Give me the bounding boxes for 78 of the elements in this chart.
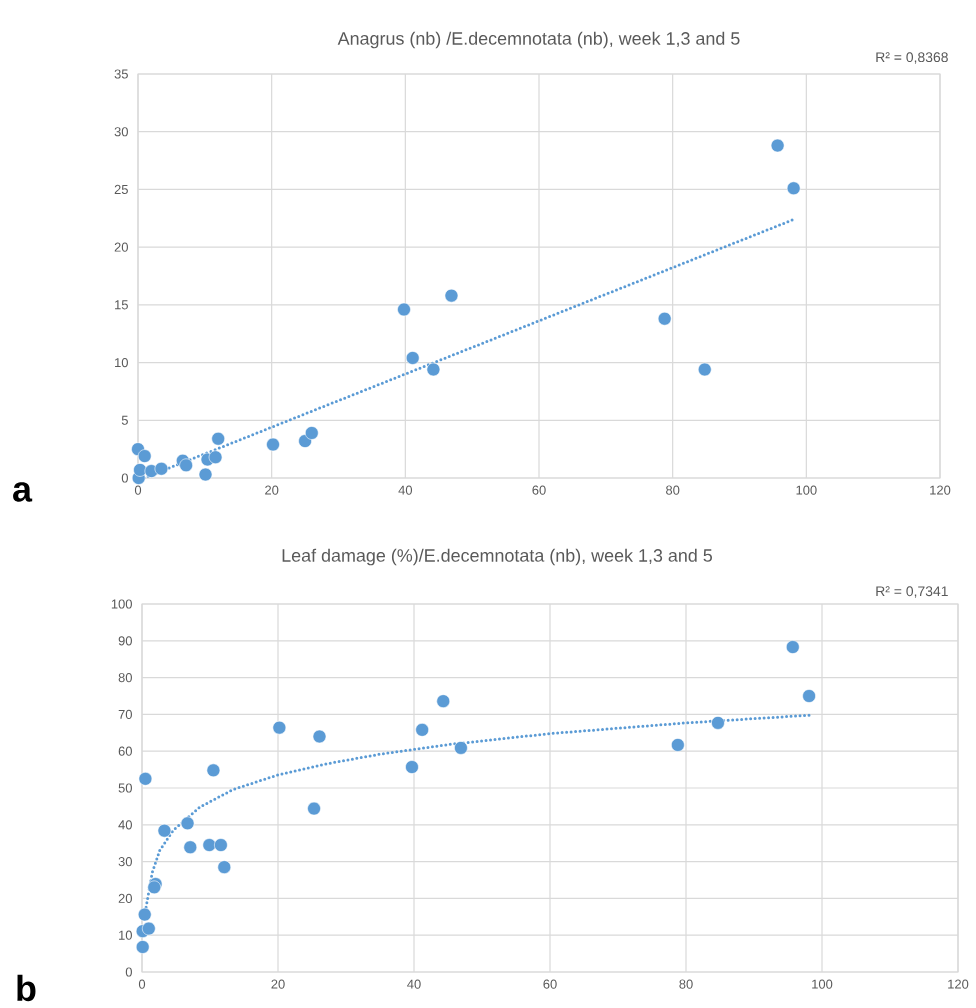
point [785,640,800,654]
point [405,351,420,365]
point [272,720,287,735]
point [436,694,451,708]
y-tick-label: 60 [118,746,132,756]
text: R² = 0,8368 [876,52,948,64]
point [711,716,725,730]
point [312,729,327,744]
point [397,302,411,317]
y-tick-label: 0 [125,967,132,977]
point [137,449,152,463]
x-tick-label: 120 [948,979,969,989]
point [657,311,672,326]
text: a [13,482,33,502]
y-tick-label: 20 [118,893,132,903]
x-tick-label: 60 [532,485,546,495]
point [671,738,685,752]
x-tick-label: 100 [812,979,833,989]
y-tick-label: 10 [119,930,132,940]
text: b [17,974,36,1002]
y-tick-label: 15 [115,300,128,310]
point [405,760,419,774]
y-tick-label: 40 [118,820,132,830]
point [211,431,225,446]
point [137,907,152,922]
point [147,880,162,895]
x-tick-label: 60 [543,979,557,989]
point [179,458,193,473]
y-tick-label: 90 [118,636,132,646]
chart-title: Anagrus (nb) /E.decemnotata (nb), week 1,3 and 5 [337,31,740,49]
point [770,138,785,153]
y-tick-label: 25 [114,184,128,195]
y-tick-label: 35 [114,69,128,79]
point [142,921,156,936]
point [786,181,801,196]
x-tick-label: 100 [796,485,817,495]
point [157,823,172,838]
point [444,288,459,303]
y-tick-label: 70 [118,709,132,719]
point [307,801,321,816]
point [154,461,169,476]
point [217,860,232,874]
point [206,763,221,778]
y-tick-label: 50 [118,783,132,793]
y-tick-label: 30 [118,857,132,867]
point [214,838,228,852]
point [202,838,217,852]
x-tick-label: 0 [134,485,142,495]
text: R² = 0,7341 [876,586,948,598]
x-tick-label: 120 [930,485,951,495]
x-tick-label: 80 [679,979,693,989]
point [180,816,195,831]
x-tick-label: 40 [398,485,413,495]
y-tick-label: 30 [114,127,128,137]
point [198,467,213,482]
point [304,426,319,440]
point [183,840,198,855]
point [138,772,153,786]
x-tick-label: 20 [265,485,279,495]
y-tick-label: 80 [118,673,132,683]
y-tick-label: 10 [115,357,128,368]
point [135,940,150,954]
point [415,723,429,737]
y-tick-label: 0 [121,473,128,483]
x-tick-label: 40 [407,979,421,989]
x-tick-label: 0 [138,979,146,989]
y-tick-label: 5 [121,415,128,425]
chart-title: Leaf damage (%)/E.decemnotata (nb), week 1,3 and 5 [282,548,712,566]
y-tick-label: 100 [111,599,132,609]
point [802,689,816,703]
point [208,450,223,465]
y-tick-label: 20 [114,242,128,252]
x-tick-label: 20 [271,979,285,989]
point [454,741,468,755]
x-tick-label: 80 [666,485,680,495]
point [697,362,712,377]
point [426,362,441,377]
point [266,437,280,452]
